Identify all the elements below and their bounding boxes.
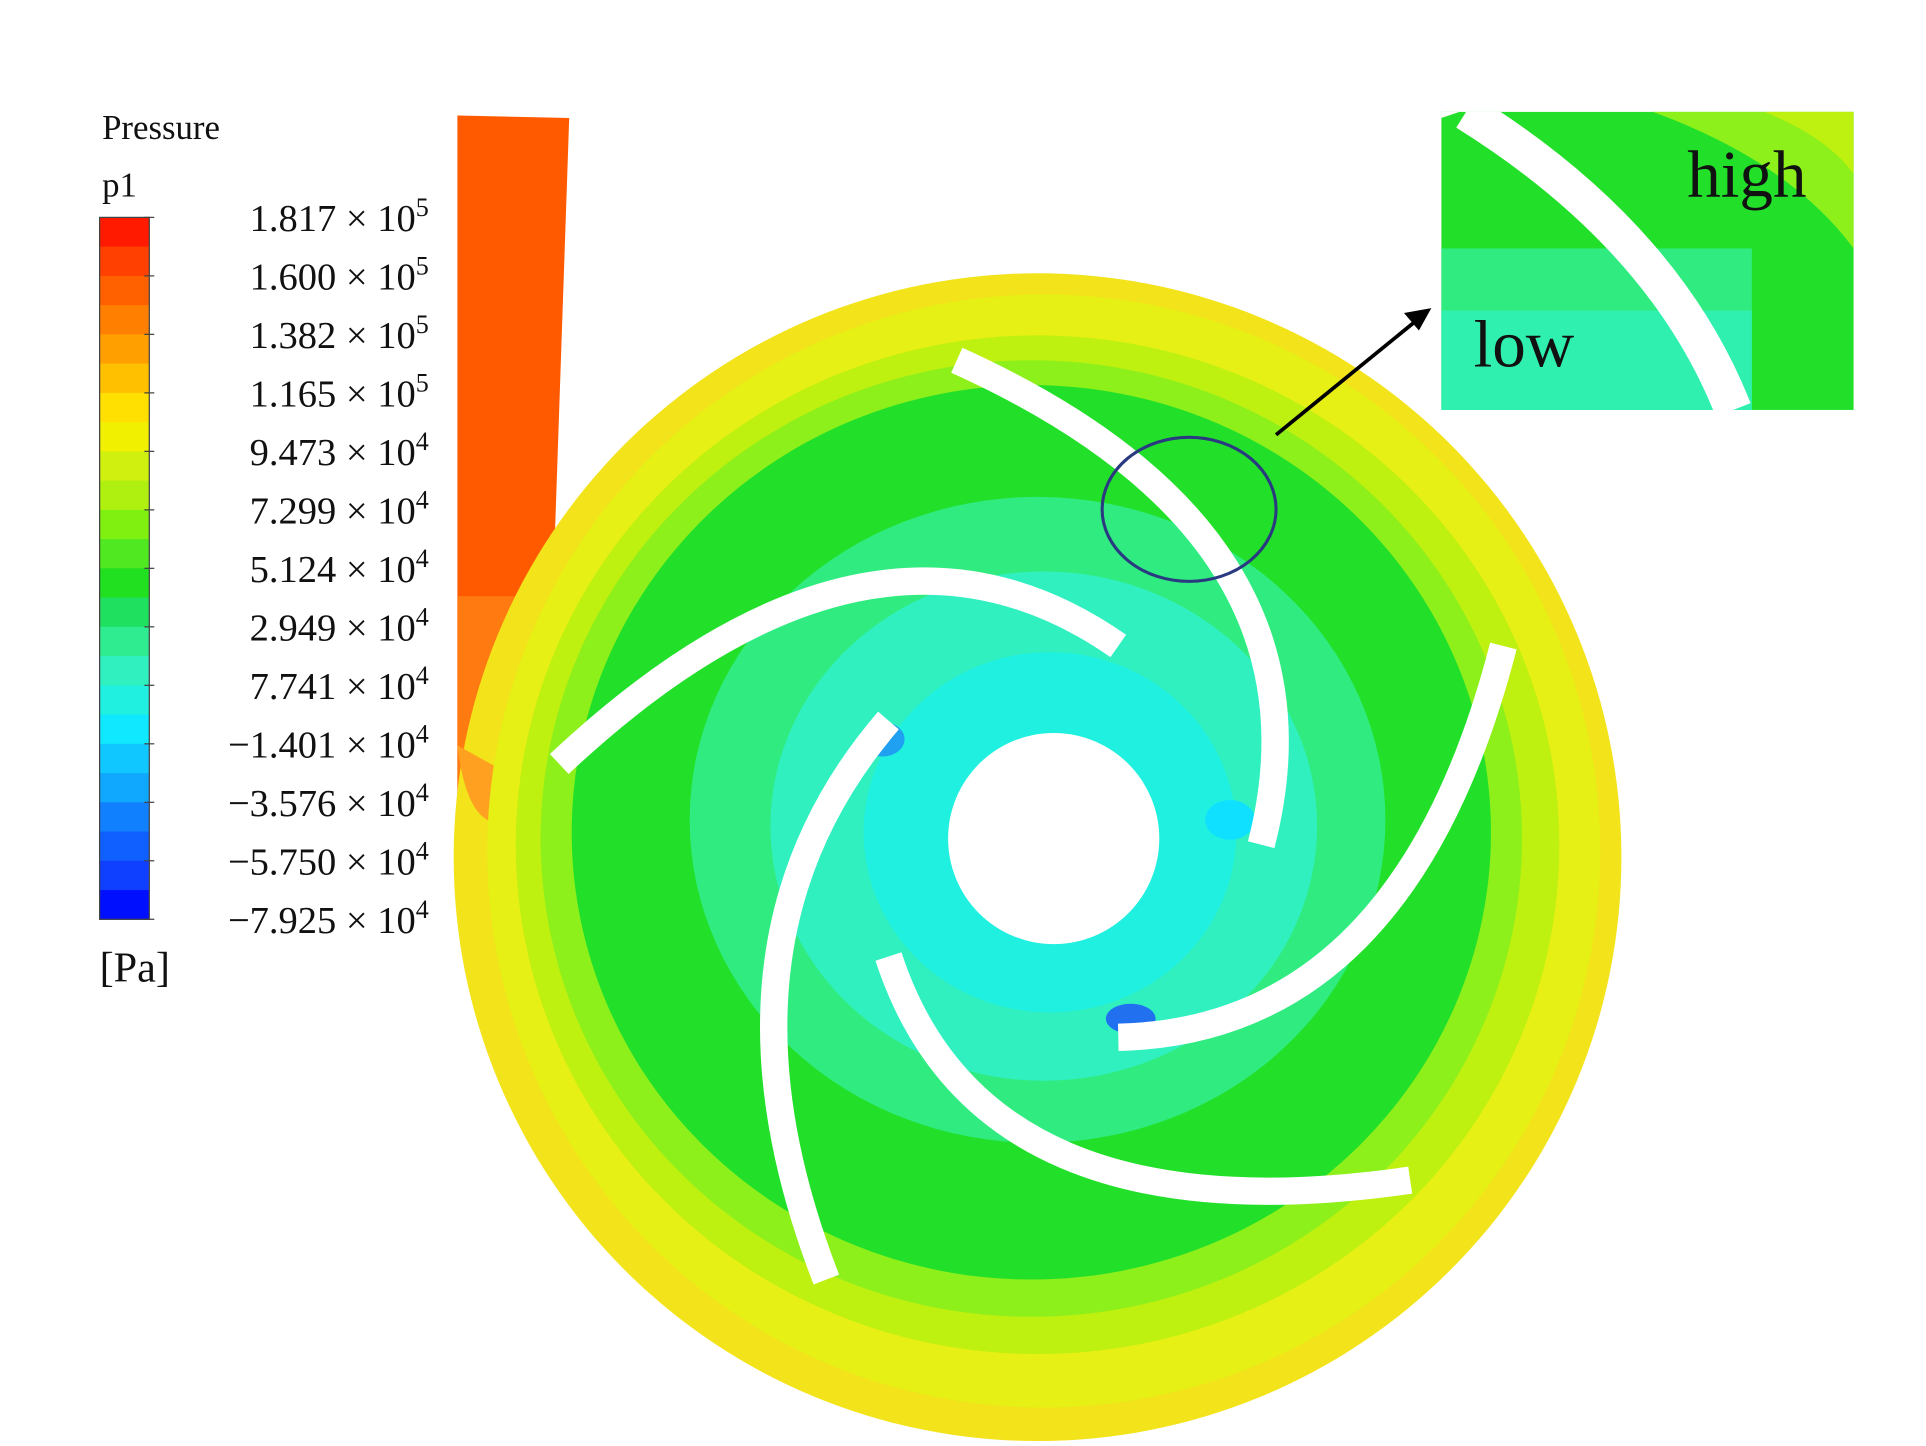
colorbar-band: [99, 305, 150, 335]
colorbar-band: [99, 392, 150, 423]
inset-low-label: low: [1474, 306, 1575, 381]
colorbar-band: [99, 217, 150, 248]
tick-base: 7.299 × 10: [250, 491, 416, 533]
colorbar-tick-label: 7.741 × 104: [250, 661, 429, 708]
tick-exponent: 4: [416, 603, 429, 632]
legend-title: Pressure: [102, 108, 220, 147]
colorbar: [99, 217, 150, 920]
colorbar-band: [99, 597, 150, 628]
hub: [948, 732, 1160, 945]
colorbar-band: [99, 802, 150, 833]
colorbar-band: [99, 685, 150, 716]
colorbar-band: [99, 246, 150, 277]
colorbar-band: [99, 773, 150, 803]
tick-base: 1.817 × 10: [250, 198, 416, 240]
colorbar-band: [99, 422, 150, 452]
colorbar-band: [99, 656, 150, 686]
tick-exponent: 5: [416, 193, 429, 222]
colorbar-band: [99, 334, 150, 365]
tick-base: 5.124 × 10: [250, 549, 416, 591]
tick-exponent: 4: [416, 486, 429, 515]
tick-exponent: 4: [416, 778, 429, 807]
colorbar-tick-label: 1.600 × 105: [250, 252, 429, 299]
legend-unit: [Pa]: [100, 944, 170, 991]
colorbar-band: [99, 890, 150, 920]
colorbar-tick-label: 9.473 × 104: [250, 427, 429, 474]
colorbar-band: [99, 714, 150, 745]
tick-exponent: 4: [416, 895, 429, 924]
tick-exponent: 5: [416, 369, 429, 398]
colorbar-tick-label: −1.401 × 104: [228, 720, 429, 767]
tick-base: −5.750 × 10: [228, 841, 416, 883]
inset-high-label: high: [1687, 136, 1806, 211]
tick-exponent: 4: [416, 720, 429, 749]
colorbar-tick-label: −7.925 × 104: [228, 895, 429, 942]
arrow-head: [1404, 308, 1432, 331]
tick-base: 1.600 × 10: [250, 257, 416, 299]
tick-exponent: 5: [416, 252, 429, 281]
colorbar-band: [99, 275, 150, 306]
tick-base: 1.165 × 10: [250, 374, 416, 416]
colorbar-tick-label: 2.949 × 104: [250, 603, 429, 650]
colorbar-band: [99, 451, 150, 482]
tick-base: 1.382 × 10: [250, 315, 416, 357]
colorbar-band: [99, 860, 150, 891]
colorbar-band: [99, 363, 150, 394]
legend-variable: p1: [102, 165, 137, 204]
colorbar-tick-label: −5.750 × 104: [228, 837, 429, 884]
tick-base: −3.576 × 10: [228, 783, 416, 825]
colorbar-tick-label: −3.576 × 104: [228, 778, 429, 825]
arrow-line: [1274, 319, 1418, 437]
colorbar-band: [99, 480, 150, 511]
colorbar-tick-label: 7.299 × 104: [250, 486, 429, 533]
colorbar-tick-label: 1.382 × 105: [250, 310, 429, 357]
highlight-circle: [1100, 435, 1278, 583]
colorbar-band: [99, 568, 150, 599]
tick-base: −1.401 × 10: [228, 724, 416, 766]
tick-base: 2.949 × 10: [250, 607, 416, 649]
tick-base: 9.473 × 10: [250, 432, 416, 474]
colorbar-band: [99, 509, 150, 540]
impeller-blades: [549, 347, 1517, 1285]
tick-exponent: 5: [416, 310, 429, 339]
tick-base: 7.741 × 10: [250, 666, 416, 708]
colorbar-band: [99, 539, 150, 569]
tick-exponent: 4: [416, 661, 429, 690]
inset: high low: [1441, 111, 1854, 410]
tick-exponent: 4: [416, 837, 429, 866]
colorbar-tick-label: 1.165 × 105: [250, 369, 429, 416]
tick-exponent: 4: [416, 544, 429, 573]
colorbar-tick-label: 5.124 × 104: [250, 544, 429, 591]
colorbar-band: [99, 831, 150, 862]
colorbar-band: [99, 743, 150, 774]
tick-exponent: 4: [416, 427, 429, 456]
colorbar-tick-label: 1.817 × 105: [250, 193, 429, 240]
tick-base: −7.925 × 10: [228, 900, 416, 942]
colorbar-band: [99, 626, 150, 657]
